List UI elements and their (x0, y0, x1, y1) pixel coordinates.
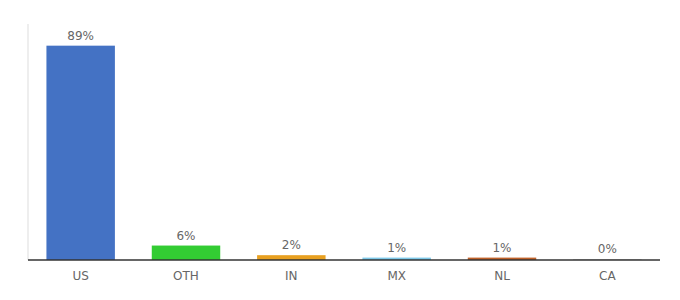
bar (152, 246, 220, 260)
x-tick-label: US (72, 269, 88, 283)
chart-container: 89% 6% 2% 1% 1% 0% US OTH IN MX NL CA (0, 0, 680, 300)
data-labels: 89% 6% 2% 1% 1% 0% (67, 29, 617, 257)
data-label: 0% (598, 242, 617, 256)
bars (46, 46, 641, 260)
data-label: 89% (67, 29, 94, 43)
x-axis-line (28, 259, 660, 261)
data-label: 6% (176, 229, 195, 243)
data-label: 1% (387, 241, 406, 255)
x-ticks: US OTH IN MX NL CA (72, 269, 616, 283)
x-tick-label: IN (285, 269, 298, 283)
data-label: 2% (282, 238, 301, 252)
x-tick-label: NL (494, 269, 510, 283)
bar (46, 46, 114, 260)
y-axis-line (28, 24, 29, 260)
x-tick-label: OTH (173, 269, 199, 283)
chart: 89% 6% 2% 1% 1% 0% US OTH IN MX NL CA (0, 0, 680, 300)
data-label: 1% (492, 241, 511, 255)
x-tick-label: MX (387, 269, 406, 283)
x-tick-label: CA (599, 269, 616, 283)
